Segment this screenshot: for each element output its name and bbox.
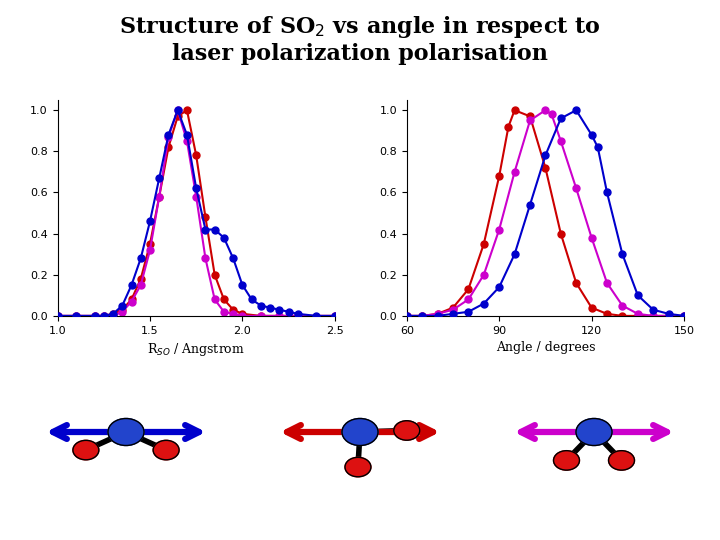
Circle shape <box>576 418 612 445</box>
Circle shape <box>108 418 144 445</box>
X-axis label: Angle / degrees: Angle / degrees <box>495 341 595 354</box>
Circle shape <box>73 440 99 460</box>
Circle shape <box>394 421 420 440</box>
Text: Structure of SO$_2$ vs angle in respect to
laser polarization polarisation: Structure of SO$_2$ vs angle in respect … <box>119 14 601 65</box>
Circle shape <box>153 440 179 460</box>
X-axis label: R$_{SO}$ / Angstrom: R$_{SO}$ / Angstrom <box>148 341 245 358</box>
Circle shape <box>554 451 580 470</box>
Circle shape <box>345 457 371 477</box>
Circle shape <box>608 451 634 470</box>
Circle shape <box>342 418 378 445</box>
